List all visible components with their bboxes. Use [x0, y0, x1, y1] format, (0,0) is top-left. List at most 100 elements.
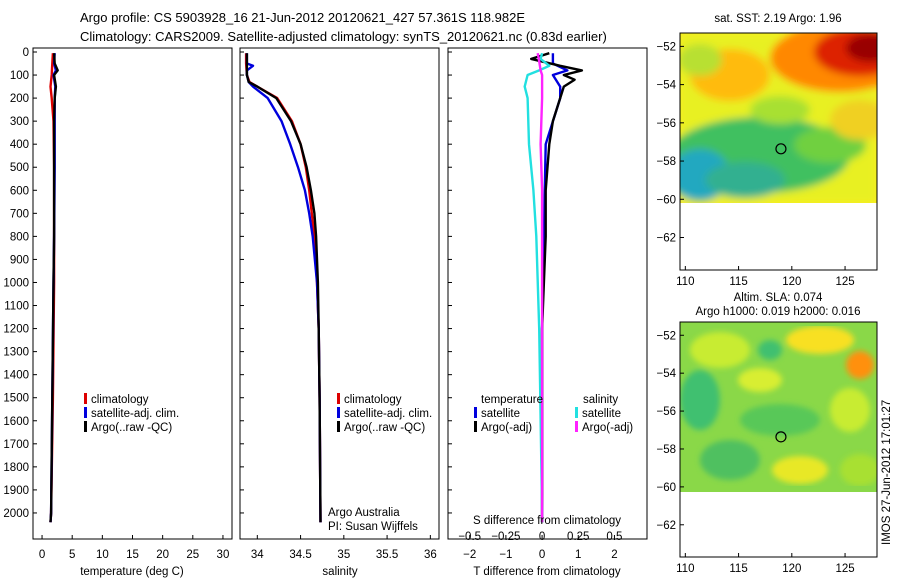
x-tick-label: 36	[424, 549, 437, 561]
salinity-legend: climatology satellite-adj. clim. Argo(..…	[328, 393, 432, 533]
map-x-tick-label: 115	[729, 563, 747, 575]
legend-swatch-satellite	[84, 407, 87, 418]
x2-tick-label: 0.25	[567, 531, 589, 543]
temperature-xlabel: temperature (deg C)	[80, 566, 184, 578]
y-tick-label: 400	[10, 139, 29, 151]
difference-xlabel-salinity: S difference from climatology	[473, 515, 621, 527]
legend-label: satellite-adj. clim.	[91, 408, 179, 420]
legend-label: climatology	[344, 394, 402, 406]
y-tick-label: 900	[10, 254, 29, 266]
depth-axis: 0 100 200 300 400 500 600 700 800 900 1000 1100 1200…	[3, 47, 452, 520]
y-tick-label: 1300	[3, 347, 29, 359]
x-tick-label: 35.5	[376, 549, 398, 561]
y-tick-label: 1900	[3, 485, 29, 497]
x-tick-label: −1	[499, 549, 512, 561]
y-tick-label: 1000	[3, 277, 29, 289]
map1-no-data	[680, 203, 877, 270]
legend-label: Argo(-adj)	[582, 422, 633, 434]
map1-title: sat. SST: 2.19 Argo: 1.96	[714, 13, 841, 25]
legend-swatch-sal-satellite	[575, 407, 578, 418]
series-line-blue	[540, 53, 569, 523]
y-tick-label: 700	[10, 208, 29, 220]
y-tick-label: 600	[10, 185, 29, 197]
x-tick-label: 0	[39, 549, 45, 561]
legend-swatch-temp-satellite	[474, 407, 477, 418]
y-tick-label: 0	[23, 47, 29, 59]
x-tick-label: 15	[126, 549, 139, 561]
series-line-black	[49, 53, 59, 523]
map-y-tick-label: −56	[656, 406, 676, 418]
annotation-argo-australia: Argo Australia	[328, 507, 400, 519]
y-tick-label: 200	[10, 93, 29, 105]
x2-tick-label: 0	[539, 531, 545, 543]
y-tick-label: 1500	[3, 393, 29, 405]
legend-swatch-satellite	[337, 407, 340, 418]
x-tick-label: −2	[463, 549, 476, 561]
map2-title: Altim. SLA: 0.074	[734, 292, 823, 304]
map-x-tick-label: 125	[835, 563, 854, 575]
map2-no-data	[680, 492, 877, 557]
temperature-panel: 0 5 10 15 20 25 30	[39, 53, 230, 561]
y-tick-label: 500	[10, 162, 29, 174]
y-tick-label: 1400	[3, 370, 29, 382]
map-y-tick-label: −52	[656, 330, 676, 342]
x-tick-label: 30	[217, 549, 230, 561]
temperature-legend: climatology satellite-adj. clim. Argo(..…	[84, 393, 179, 434]
map-y-tick-label: −62	[656, 233, 676, 245]
series-line-magenta	[536, 52, 544, 523]
series-line-cyan	[523, 52, 551, 523]
x2-tick-label: −0.5	[458, 531, 481, 543]
salinity-axes-frame	[239, 47, 440, 540]
x-tick-label: 25	[186, 549, 199, 561]
y-tick-label: 2000	[3, 508, 29, 520]
y-tick-label: 100	[10, 70, 29, 82]
difference-legend: temperature salinity satellite Argo(-adj…	[474, 394, 633, 434]
map-y-tick-label: −60	[656, 194, 676, 206]
y-tick-label: 1100	[4, 301, 29, 313]
map-x-tick-label: 115	[729, 276, 747, 288]
header-line2: Climatology: CARS2009. Satellite-adjuste…	[80, 29, 607, 44]
header-line1: Argo profile: CS 5903928_16 21-Jun-2012 …	[80, 10, 525, 25]
map-y-tick-label: −54	[656, 80, 676, 92]
legend-label: satellite	[481, 408, 520, 420]
map-y-tick-label: −54	[656, 368, 676, 380]
salinity-xlabel: salinity	[322, 566, 357, 578]
map2-axes: 110 115 120 125 −52 −54 −56 −58 −60 −62	[656, 330, 854, 575]
map2-frame	[679, 321, 878, 558]
legend-label: satellite	[582, 408, 621, 420]
map2-subtitle: Argo h1000: 0.019 h2000: 0.016	[696, 306, 861, 318]
legend-swatch-argo	[337, 421, 340, 432]
x-tick-label: 2	[611, 549, 617, 561]
legend-label: Argo(..raw -QC)	[91, 422, 172, 434]
map-x-tick-label: 120	[782, 276, 801, 288]
series-line-black	[245, 53, 322, 523]
legend-swatch-argo	[84, 421, 87, 432]
map-y-tick-label: −60	[656, 482, 676, 494]
legend-swatch-sal-argo	[575, 421, 578, 432]
legend-swatch-climatology	[84, 393, 87, 404]
map1-frame	[679, 32, 878, 271]
x-tick-label: 34.5	[289, 549, 311, 561]
legend-label: Argo(-adj)	[481, 422, 532, 434]
temperature-axes-frame	[32, 47, 233, 540]
x-tick-label: 5	[69, 549, 75, 561]
y-tick-label: 1200	[3, 324, 29, 336]
map-y-tick-label: −56	[656, 118, 676, 130]
y-tick-label: 1600	[3, 416, 29, 428]
y-tick-label: 800	[10, 231, 29, 243]
x-tick-label: 10	[96, 549, 109, 561]
argo-position-marker	[775, 143, 787, 155]
y-tick-label: 1700	[3, 439, 29, 451]
legend-label: climatology	[91, 394, 149, 406]
argo-position-marker	[775, 431, 787, 443]
legend-title-temperature: temperature	[481, 394, 543, 406]
map-y-tick-label: −62	[656, 520, 676, 532]
annotation-pi: PI: Susan Wijffels	[328, 521, 418, 533]
map-y-tick-label: −52	[656, 41, 676, 53]
difference-xlabel: T difference from climatology	[473, 566, 620, 578]
difference-axes-frame	[447, 47, 648, 540]
series-line-blue	[245, 53, 322, 523]
salinity-panel: 34 34.5 35 35.5 36	[244, 53, 437, 561]
x2-tick-label: 0.5	[606, 531, 622, 543]
